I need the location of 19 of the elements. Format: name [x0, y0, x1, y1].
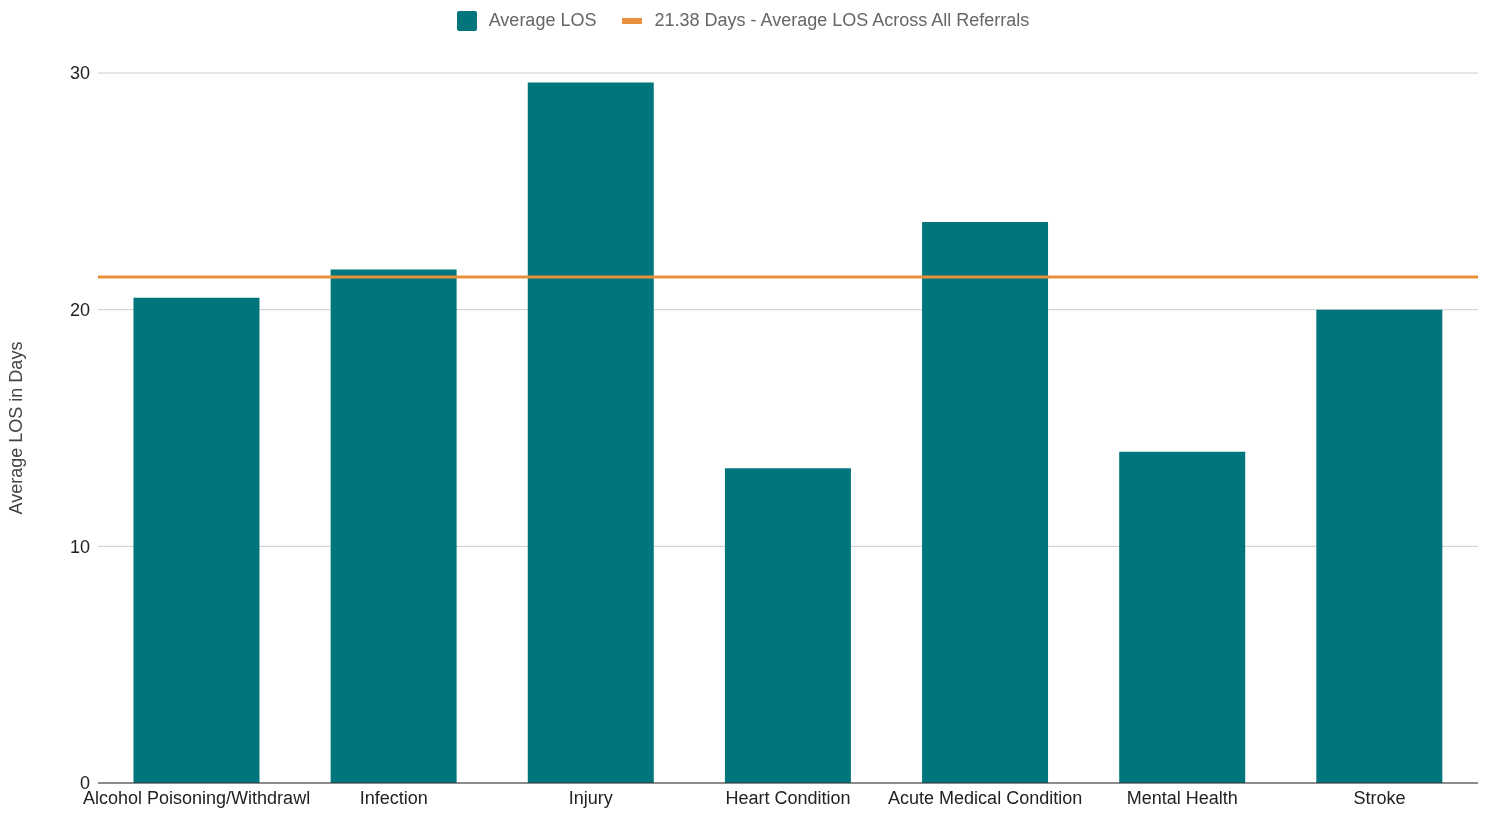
x-tick-label: Injury	[568, 787, 613, 808]
y-tick-label: 10	[69, 536, 90, 557]
x-tick-label: Mental Health	[1126, 787, 1238, 808]
bar	[724, 468, 851, 783]
x-tick-label: Acute Medical Condition	[888, 787, 1083, 808]
bar	[922, 222, 1049, 783]
bar	[1316, 309, 1443, 783]
bar	[1119, 451, 1246, 783]
bar	[527, 82, 654, 783]
y-tick-label: 20	[69, 300, 90, 321]
x-tick-label: Infection	[359, 787, 428, 808]
legend-label: 21.38 Days - Average LOS Across All Referrals	[654, 10, 1030, 31]
x-tick-label: Heart Condition	[725, 787, 851, 808]
y-tick-label: 30	[69, 63, 90, 84]
bar	[133, 297, 260, 783]
legend-label: Average LOS	[488, 10, 597, 31]
y-axis-title: Average LOS in Days	[6, 341, 27, 515]
bar	[330, 269, 457, 783]
x-tick-label: Stroke	[1353, 787, 1406, 808]
